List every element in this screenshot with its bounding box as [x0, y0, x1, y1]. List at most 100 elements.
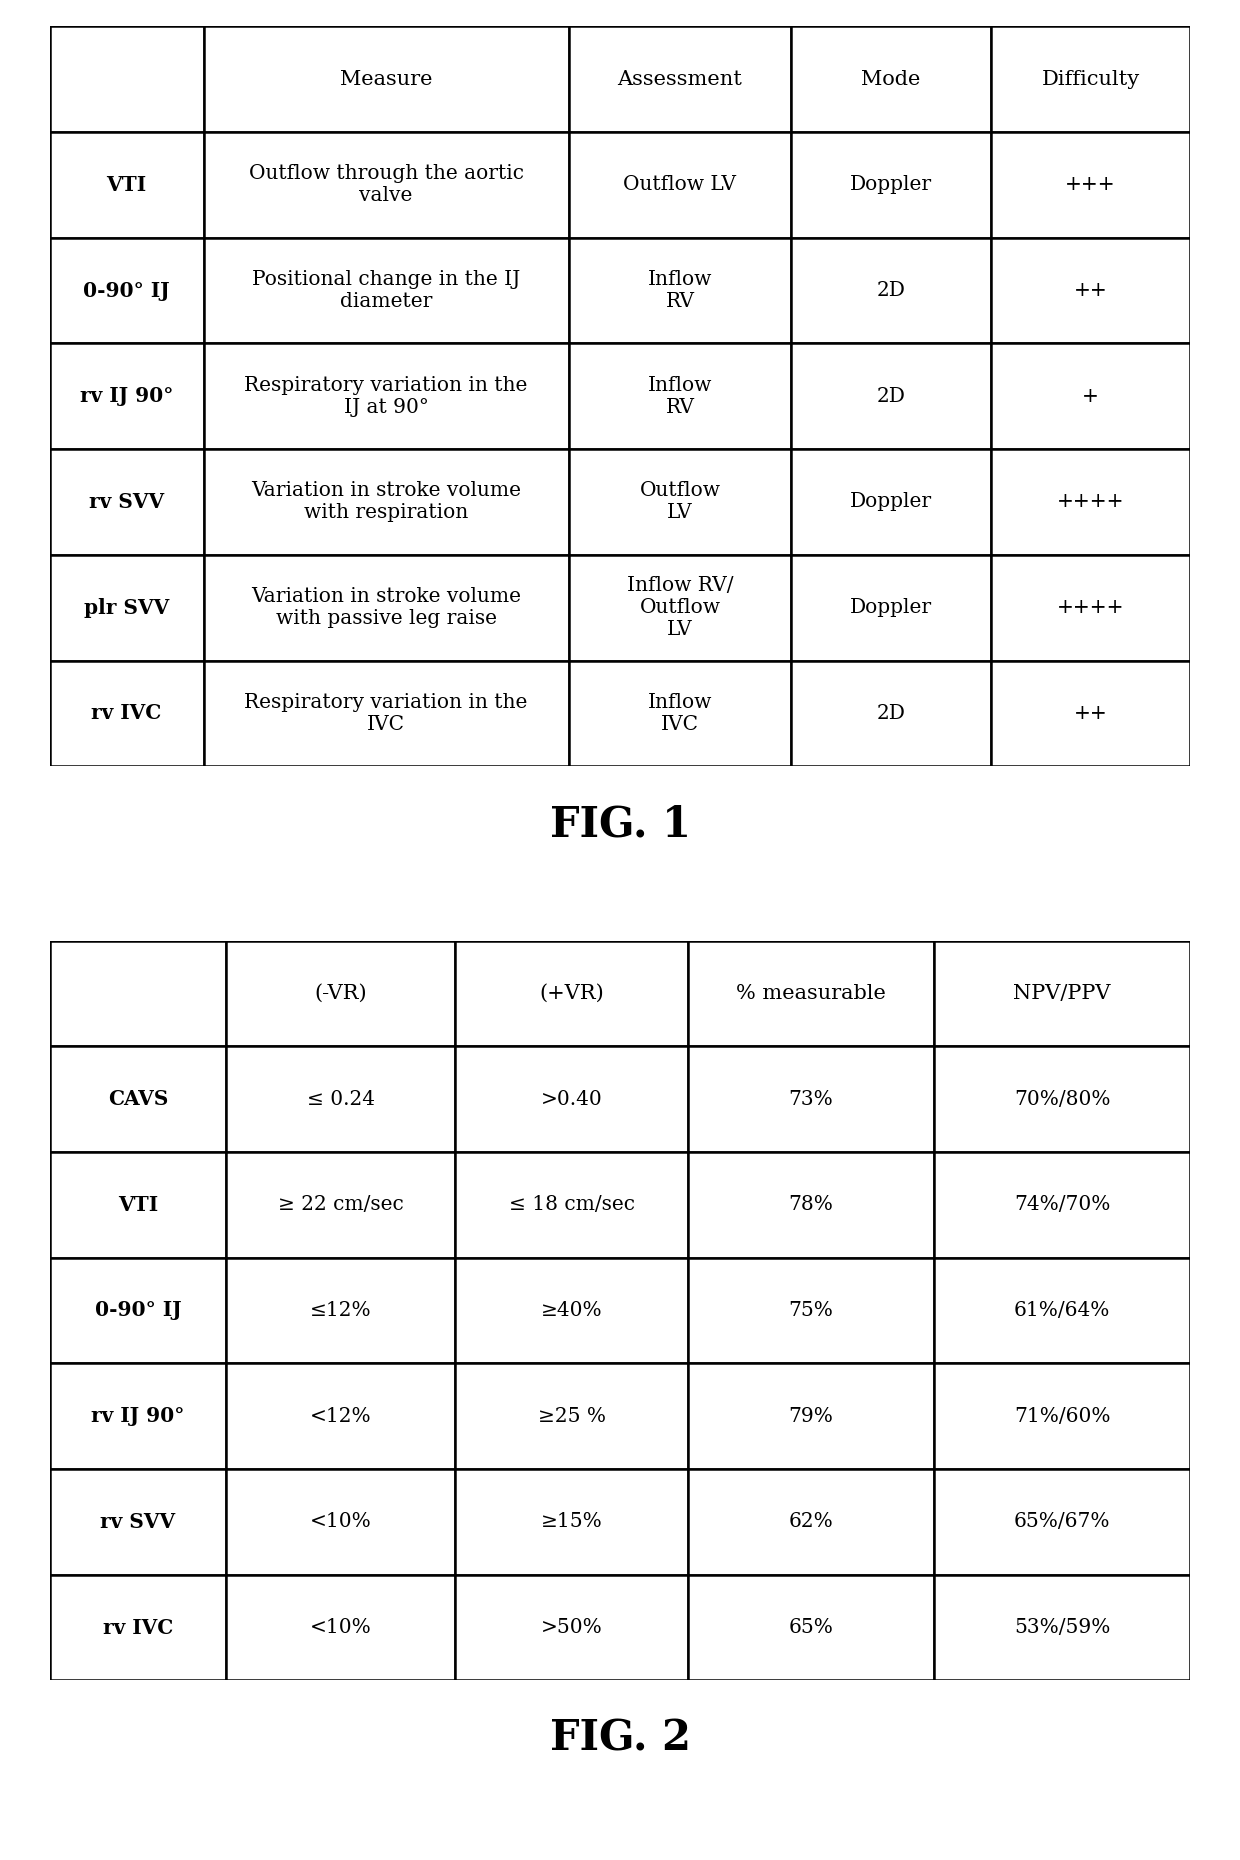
Text: 65%: 65% [789, 1618, 833, 1637]
Bar [203, 448, 569, 554]
Text: ≤ 0.24: ≤ 0.24 [306, 1090, 374, 1109]
Text: 79%: 79% [789, 1406, 833, 1425]
Bar [569, 554, 791, 660]
Text: rv SVV: rv SVV [100, 1512, 176, 1533]
Bar [991, 132, 1190, 238]
Text: Inflow
IVC: Inflow IVC [647, 694, 712, 735]
Bar [991, 238, 1190, 344]
Text: Doppler: Doppler [849, 175, 932, 195]
Bar [203, 132, 569, 238]
Text: 2D: 2D [877, 703, 905, 724]
Bar [569, 448, 791, 554]
Text: rv IJ 90°: rv IJ 90° [79, 387, 174, 405]
Text: CAVS: CAVS [108, 1090, 169, 1109]
Bar [791, 132, 991, 238]
Text: % measurable: % measurable [737, 984, 887, 1003]
Text: Mode: Mode [862, 71, 920, 89]
Bar [455, 1363, 688, 1469]
Bar [50, 660, 203, 766]
Text: rv IVC: rv IVC [103, 1618, 174, 1637]
Text: 73%: 73% [789, 1090, 833, 1109]
Text: Respiratory variation in the
IJ at 90°: Respiratory variation in the IJ at 90° [244, 376, 528, 417]
Bar [991, 26, 1190, 132]
Bar [688, 1469, 934, 1575]
Bar [227, 1151, 455, 1257]
Bar [934, 1363, 1190, 1469]
Bar [791, 344, 991, 448]
Bar [688, 1151, 934, 1257]
Bar [991, 448, 1190, 554]
Bar [934, 941, 1190, 1047]
Text: <10%: <10% [310, 1618, 371, 1637]
Bar [791, 554, 991, 660]
Text: plr SVV: plr SVV [84, 597, 169, 618]
Bar [50, 1151, 227, 1257]
Bar [569, 238, 791, 344]
Bar [50, 26, 203, 132]
Bar [227, 1575, 455, 1680]
Bar [688, 1575, 934, 1680]
Bar [688, 1363, 934, 1469]
Bar [688, 1047, 934, 1151]
Bar [688, 1257, 934, 1363]
Text: 75%: 75% [789, 1300, 833, 1321]
Text: Outflow LV: Outflow LV [624, 175, 737, 195]
Text: rv IJ 90°: rv IJ 90° [92, 1406, 185, 1427]
Bar [569, 132, 791, 238]
Bar [50, 1469, 227, 1575]
Text: ≥15%: ≥15% [541, 1512, 603, 1531]
Text: FIG. 1: FIG. 1 [549, 804, 691, 844]
Bar [227, 1363, 455, 1469]
Bar [203, 238, 569, 344]
Text: 61%/64%: 61%/64% [1014, 1300, 1110, 1321]
Text: Doppler: Doppler [849, 493, 932, 512]
Bar [50, 1257, 227, 1363]
Text: Difficulty: Difficulty [1042, 71, 1140, 89]
Bar [203, 344, 569, 448]
Text: Variation in stroke volume
with passive leg raise: Variation in stroke volume with passive … [252, 588, 521, 629]
Text: Respiratory variation in the
IVC: Respiratory variation in the IVC [244, 694, 528, 735]
Text: <12%: <12% [310, 1406, 371, 1425]
Text: FIG. 2: FIG. 2 [549, 1717, 691, 1760]
Bar [991, 554, 1190, 660]
Text: Outflow through the aortic
valve: Outflow through the aortic valve [249, 164, 523, 205]
Bar [791, 660, 991, 766]
Bar [934, 1047, 1190, 1151]
Text: 53%/59%: 53%/59% [1014, 1618, 1110, 1637]
Bar [934, 1575, 1190, 1680]
Bar [50, 238, 203, 344]
Bar [569, 26, 791, 132]
Text: 65%/67%: 65%/67% [1014, 1512, 1110, 1531]
Bar [227, 941, 455, 1047]
Bar [688, 941, 934, 1047]
Text: Positional change in the IJ
diameter: Positional change in the IJ diameter [252, 270, 521, 311]
Bar [455, 1257, 688, 1363]
Text: Inflow
RV: Inflow RV [647, 376, 712, 417]
Text: Doppler: Doppler [849, 599, 932, 618]
Bar [455, 1047, 688, 1151]
Text: rv SVV: rv SVV [89, 493, 164, 512]
Text: (-VR): (-VR) [314, 984, 367, 1003]
Text: 2D: 2D [877, 387, 905, 405]
Bar [934, 1257, 1190, 1363]
Text: +: + [1083, 387, 1099, 405]
Text: 70%/80%: 70%/80% [1014, 1090, 1110, 1109]
Text: Inflow
RV: Inflow RV [647, 270, 712, 311]
Text: 74%/70%: 74%/70% [1014, 1196, 1110, 1215]
Bar [791, 238, 991, 344]
Text: 0-90° IJ: 0-90° IJ [94, 1300, 181, 1321]
Bar [50, 132, 203, 238]
Bar [50, 941, 227, 1047]
Bar [50, 554, 203, 660]
Bar [991, 344, 1190, 448]
Bar [934, 1469, 1190, 1575]
Text: >0.40: >0.40 [541, 1090, 603, 1109]
Text: Outflow
LV: Outflow LV [640, 482, 720, 523]
Text: 0-90° IJ: 0-90° IJ [83, 281, 170, 301]
Bar [569, 660, 791, 766]
Text: ≥40%: ≥40% [541, 1300, 603, 1321]
Bar [455, 1469, 688, 1575]
Text: 62%: 62% [789, 1512, 833, 1531]
Text: ≤12%: ≤12% [310, 1300, 371, 1321]
Bar [455, 1151, 688, 1257]
